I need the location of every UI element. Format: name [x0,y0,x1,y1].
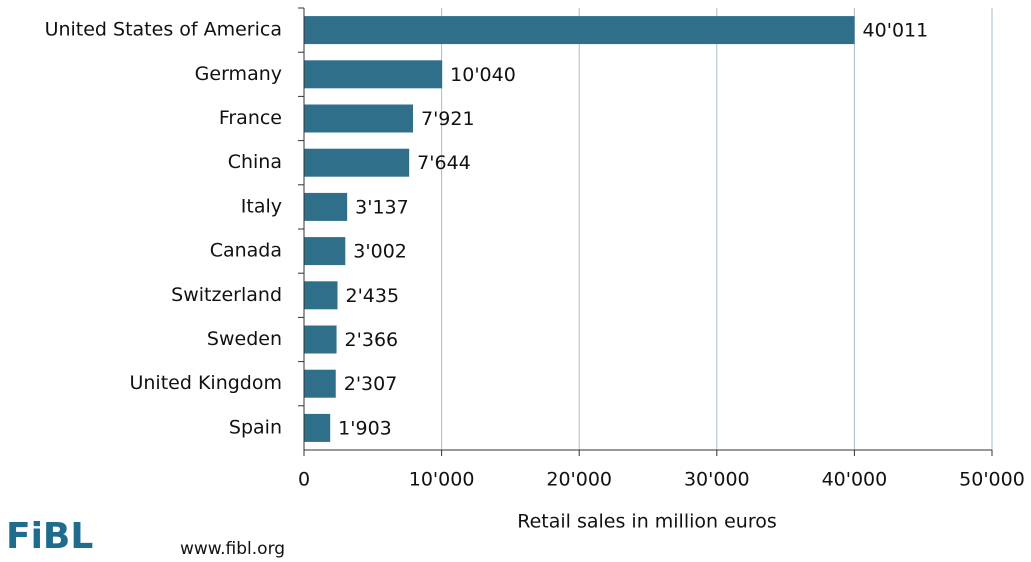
bar [304,104,413,133]
bar [304,192,348,221]
y-tick-label: United States of America [45,19,282,41]
value-label: 2'366 [345,329,399,351]
y-tick-label: Switzerland [171,284,282,306]
x-tick-label: 10'000 [409,469,475,491]
bar [304,281,338,310]
value-label: 3'137 [355,196,409,218]
y-tick-label: France [219,107,282,129]
value-label: 10'040 [450,64,516,86]
logo: FiBL [6,516,93,557]
x-tick-label: 20'000 [546,469,612,491]
value-label: 7'921 [421,108,475,130]
x-tick-label: 50'000 [959,469,1025,491]
bar [304,60,443,89]
value-label: 2'307 [344,373,398,395]
value-label: 1'903 [338,417,392,439]
value-label: 2'435 [346,285,400,307]
x-axis-label: Retail sales in million euros [517,511,777,533]
y-tick-label: Sweden [207,328,282,350]
y-tick-label: China [228,151,282,173]
y-tick-label: Canada [210,240,282,262]
value-label: 3'002 [353,241,407,263]
source: www.fibl.org [180,539,285,559]
x-tick-label: 30'000 [684,469,750,491]
bar [304,16,855,45]
value-label: 40'011 [863,20,929,42]
bar [304,413,331,442]
bar [304,237,346,266]
bar [304,325,337,354]
bar [304,148,410,177]
x-tick-label: 0 [298,469,310,491]
value-label: 7'644 [417,152,471,174]
y-tick-label: Italy [241,195,282,217]
y-tick-label: Germany [195,63,282,85]
y-tick-label: United Kingdom [129,372,282,394]
y-tick-label: Spain [229,416,282,438]
x-tick-label: 40'000 [822,469,888,491]
bar [304,369,336,398]
